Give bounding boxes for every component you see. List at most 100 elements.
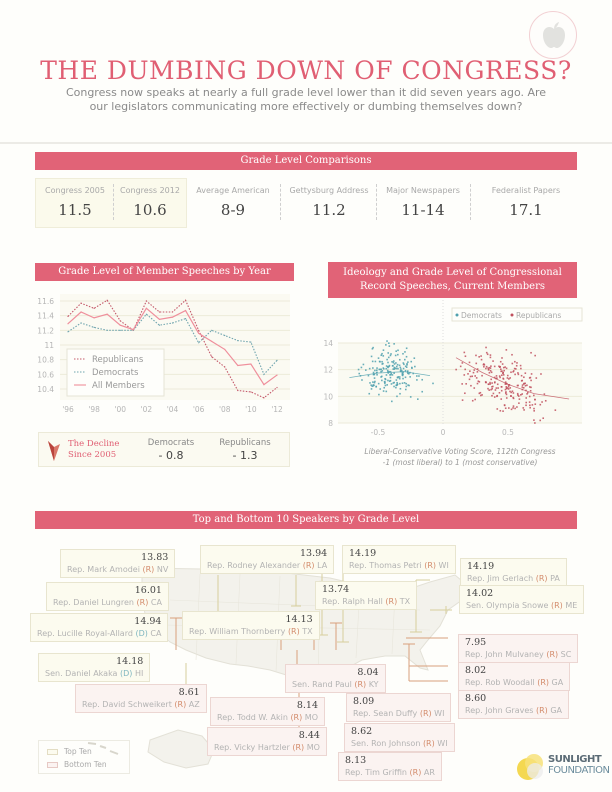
scatter-point xyxy=(396,381,398,384)
scatter-point xyxy=(516,384,519,387)
scatter-point xyxy=(368,392,371,395)
data-point xyxy=(198,342,200,344)
scatter-point xyxy=(503,369,505,372)
speaker-party: (R) xyxy=(537,678,550,687)
top-speaker-card: 13.94 Rep. Rodney Alexander (R) LA xyxy=(200,545,335,574)
scatter-point xyxy=(372,381,374,383)
top-speaker-card: 13.83 Rep. Mark Amodei (R) NV xyxy=(60,549,176,578)
y-tick-label: 11.6 xyxy=(37,297,54,306)
scatter-point xyxy=(369,382,371,384)
speaker-party: (R) xyxy=(422,739,435,748)
scatter-point xyxy=(388,364,391,367)
comparison-value: 17.1 xyxy=(509,201,543,219)
scatter-point xyxy=(492,360,494,362)
scatter-point xyxy=(498,366,501,369)
scatter-point xyxy=(393,363,396,365)
speaker-name: Rep. David Schweikert xyxy=(82,700,175,709)
speaker-state: MO xyxy=(304,743,320,752)
scatter-point xyxy=(399,370,402,373)
scatter-point xyxy=(387,352,390,354)
legend-top-ten: Top Ten xyxy=(47,747,92,756)
comparison-value: 11.2 xyxy=(312,201,346,219)
scatter-point xyxy=(504,407,507,410)
top-speaker-card: 16.01 Rep. Daniel Lungren (R) CA xyxy=(46,582,169,611)
speaker-score: 8.04 xyxy=(357,667,379,678)
x-tick-label: '12 xyxy=(271,405,283,414)
scatter-point xyxy=(509,390,511,393)
scatter-point xyxy=(400,369,403,372)
speaker-name-line: Rep. David Schweikert (R) AZ xyxy=(82,699,200,710)
scatter-point xyxy=(381,360,383,363)
congress-highlight-box xyxy=(35,178,187,228)
scatter-point xyxy=(475,354,477,357)
scatter-point xyxy=(522,386,525,389)
scatter-point xyxy=(534,403,537,405)
scatter-point xyxy=(472,371,475,374)
scatter-point xyxy=(397,376,399,379)
speaker-state: AZ xyxy=(186,700,200,709)
scatter-point xyxy=(386,384,389,386)
scatter-point xyxy=(461,362,464,364)
speaker-state: WI xyxy=(436,561,449,570)
x-axis-label: Liberal-Conservative Voting Score, 112th… xyxy=(364,447,555,456)
scatter-point xyxy=(554,409,557,411)
scatter-point xyxy=(533,419,535,421)
speaker-state: GA xyxy=(547,706,563,715)
scatter-point xyxy=(495,387,498,389)
scatter-point xyxy=(404,351,406,353)
data-point xyxy=(237,364,239,367)
scatter-point xyxy=(387,366,389,369)
scatter-point xyxy=(512,370,515,372)
decline-democrats-label: Democrats xyxy=(147,438,195,448)
scatter-point xyxy=(506,377,509,379)
data-point xyxy=(250,341,252,343)
scatter-point xyxy=(469,375,472,378)
scatter-point xyxy=(370,388,373,390)
data-point xyxy=(93,307,95,309)
speaker-state: HI xyxy=(132,669,144,678)
scatter-point xyxy=(470,384,472,387)
speaker-party: (R) xyxy=(424,561,437,570)
speaker-name-line: Rep. Todd W. Akin (R) MO xyxy=(217,712,318,723)
trend-line xyxy=(455,357,570,400)
scatter-point xyxy=(530,373,533,375)
scatter-point xyxy=(387,372,390,374)
scatter-point xyxy=(378,368,381,371)
scatter-point xyxy=(403,358,406,361)
data-point xyxy=(80,322,82,324)
scatter-point xyxy=(395,386,397,389)
scatter-point xyxy=(490,371,493,374)
scatter-point xyxy=(403,382,406,384)
scatter-point xyxy=(387,361,389,364)
data-point xyxy=(93,317,95,319)
data-point xyxy=(263,397,265,399)
scatter-point xyxy=(388,370,391,373)
scatter-point xyxy=(384,378,387,381)
speaker-party: (R) xyxy=(136,598,149,607)
scatter-point xyxy=(505,386,508,388)
scatter-point xyxy=(485,365,488,368)
bottom-speaker-card: 7.95 Rep. John Mulvaney (R) SC xyxy=(458,634,579,663)
data-point xyxy=(119,329,121,331)
scatter-point xyxy=(392,382,395,384)
bottom-speaker-card: 8.13 Rep. Tim Griffin (R) AR xyxy=(338,752,442,781)
scatter-point xyxy=(416,379,418,381)
scatter-point xyxy=(499,409,502,412)
hawaii-outline xyxy=(87,742,119,755)
scatter-point xyxy=(395,367,398,370)
speaker-state: TX xyxy=(397,597,411,606)
scatter-point xyxy=(413,357,416,359)
data-point xyxy=(106,329,108,331)
scatter-point xyxy=(405,382,408,385)
scatter-point xyxy=(509,387,512,389)
scatter-point xyxy=(382,349,385,351)
scatter-point xyxy=(463,351,466,354)
scatter-point xyxy=(516,406,518,408)
scatter-point xyxy=(491,382,493,384)
scatter-point xyxy=(389,354,392,357)
comparison-value: 11-14 xyxy=(401,201,445,219)
speaker-name: Sen. Olympia Snowe xyxy=(466,601,551,610)
scatter-point xyxy=(381,370,384,372)
data-point xyxy=(158,311,161,313)
scatter-point xyxy=(494,389,497,391)
